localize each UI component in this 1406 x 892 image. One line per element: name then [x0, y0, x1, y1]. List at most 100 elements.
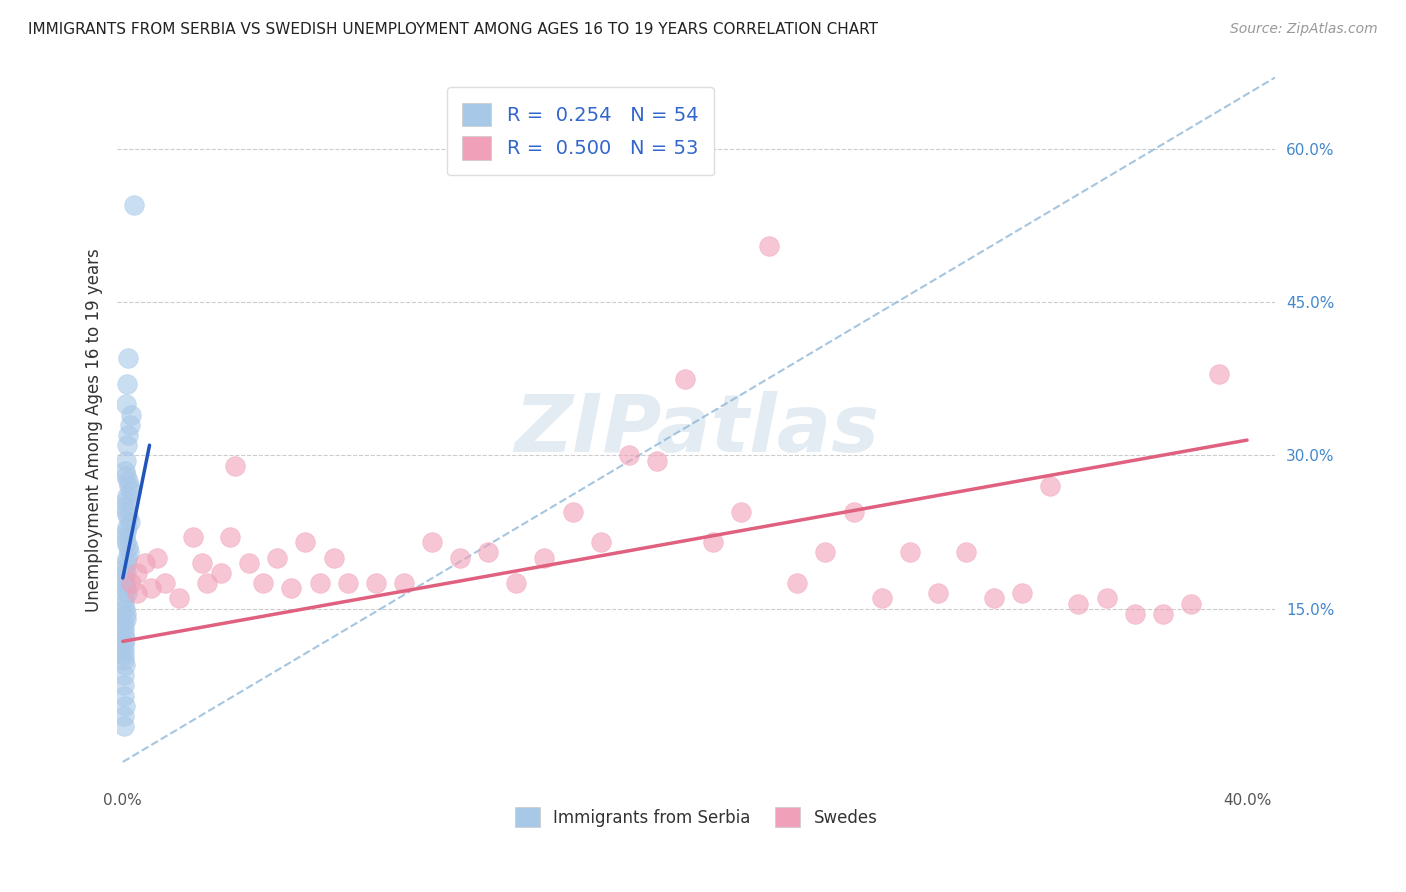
Point [114, 494, 136, 508]
Point [336, 576, 359, 591]
Point [1152, 607, 1174, 621]
Point [114, 632, 136, 647]
Point [114, 464, 136, 478]
Point [617, 449, 640, 463]
Point [115, 586, 138, 600]
Point [115, 438, 138, 452]
Point [115, 489, 138, 503]
Point [842, 505, 865, 519]
Text: ZIPatlas: ZIPatlas [513, 391, 879, 469]
Point [120, 408, 142, 422]
Point [927, 586, 949, 600]
Point [125, 586, 148, 600]
Point [983, 591, 1005, 606]
Point [118, 479, 141, 493]
Point [120, 484, 142, 499]
Point [308, 576, 330, 591]
Point [114, 500, 136, 514]
Point [190, 556, 212, 570]
Point [115, 535, 138, 549]
Point [115, 468, 138, 483]
Point [294, 535, 316, 549]
Point [218, 530, 240, 544]
Point [112, 653, 135, 667]
Y-axis label: Unemployment Among Ages 16 to 19 years: Unemployment Among Ages 16 to 19 years [86, 248, 103, 612]
Point [477, 545, 499, 559]
Point [112, 622, 135, 636]
Point [114, 627, 136, 641]
Legend: Immigrants from Serbia, Swedes: Immigrants from Serbia, Swedes [508, 800, 884, 834]
Point [118, 515, 141, 529]
Point [238, 556, 260, 570]
Point [145, 550, 167, 565]
Point [118, 417, 141, 432]
Point [181, 530, 204, 544]
Point [898, 545, 921, 559]
Point [114, 698, 136, 713]
Point [114, 601, 136, 615]
Point [1095, 591, 1118, 606]
Point [120, 576, 142, 591]
Point [1011, 586, 1033, 600]
Point [117, 474, 139, 488]
Point [1039, 479, 1062, 493]
Point [115, 612, 138, 626]
Text: Source: ZipAtlas.com: Source: ZipAtlas.com [1230, 22, 1378, 37]
Point [814, 545, 837, 559]
Point [758, 239, 780, 253]
Point [786, 576, 808, 591]
Point [117, 351, 139, 366]
Point [364, 576, 387, 591]
Point [955, 545, 977, 559]
Point [125, 566, 148, 580]
Point [134, 556, 156, 570]
Point [420, 535, 443, 549]
Point [224, 458, 246, 473]
Point [114, 581, 136, 595]
Point [870, 591, 893, 606]
Point [112, 719, 135, 733]
Point [533, 550, 555, 565]
Point [115, 566, 138, 580]
Point [252, 576, 274, 591]
Point [167, 591, 190, 606]
Point [114, 397, 136, 411]
Point [114, 561, 136, 575]
Point [118, 545, 141, 559]
Point [1208, 367, 1230, 381]
Point [112, 637, 135, 651]
Point [114, 591, 136, 606]
Point [505, 576, 527, 591]
Point [114, 556, 136, 570]
Point [1123, 607, 1146, 621]
Point [561, 505, 583, 519]
Point [209, 566, 232, 580]
Point [730, 505, 752, 519]
Point [153, 576, 176, 591]
Point [117, 509, 139, 524]
Point [139, 581, 162, 595]
Point [645, 453, 668, 467]
Text: IMMIGRANTS FROM SERBIA VS SWEDISH UNEMPLOYMENT AMONG AGES 16 TO 19 YEARS CORRELA: IMMIGRANTS FROM SERBIA VS SWEDISH UNEMPL… [28, 22, 879, 37]
Point [112, 668, 135, 682]
Point [115, 520, 138, 534]
Point [112, 648, 135, 662]
Point [114, 453, 136, 467]
Point [589, 535, 612, 549]
Point [673, 372, 696, 386]
Point [117, 541, 139, 555]
Point [114, 642, 136, 657]
Point [115, 505, 138, 519]
Point [114, 607, 136, 621]
Point [115, 550, 138, 565]
Point [112, 689, 135, 703]
Point [114, 576, 136, 591]
Point [392, 576, 415, 591]
Point [112, 597, 135, 611]
Point [112, 571, 135, 585]
Point [112, 709, 135, 723]
Point [114, 524, 136, 539]
Point [115, 376, 138, 391]
Point [1067, 597, 1090, 611]
Point [112, 678, 135, 692]
